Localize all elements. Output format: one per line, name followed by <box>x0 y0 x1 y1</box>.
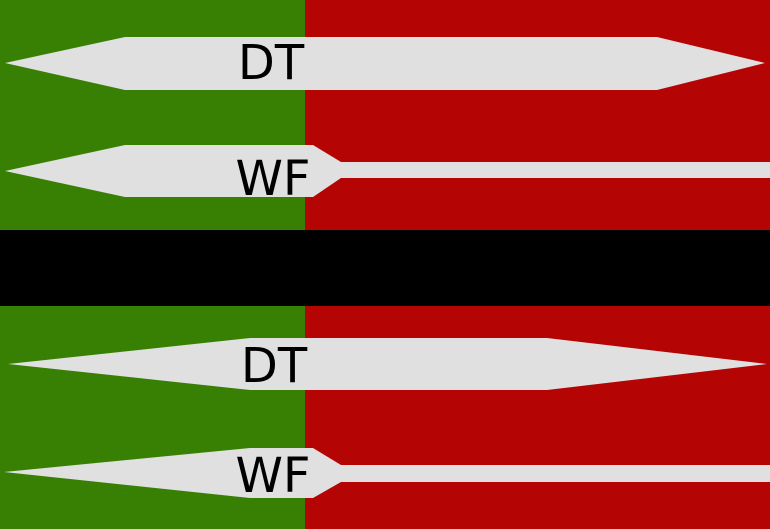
divider-bar <box>0 230 770 306</box>
arrow-label-dt-bottom: DT <box>241 338 308 394</box>
arrow-label-wf-bottom: WF <box>235 448 310 504</box>
arrow-shape-dt-top <box>5 37 765 90</box>
arrow-label-wf-top: WF <box>235 151 310 207</box>
arrow-shape-wf-bottom <box>4 448 770 498</box>
arrow-shape-dt-bottom <box>8 338 767 390</box>
arrow-label-dt-top: DT <box>238 35 305 91</box>
arrow-shape-wf-top <box>5 145 770 197</box>
